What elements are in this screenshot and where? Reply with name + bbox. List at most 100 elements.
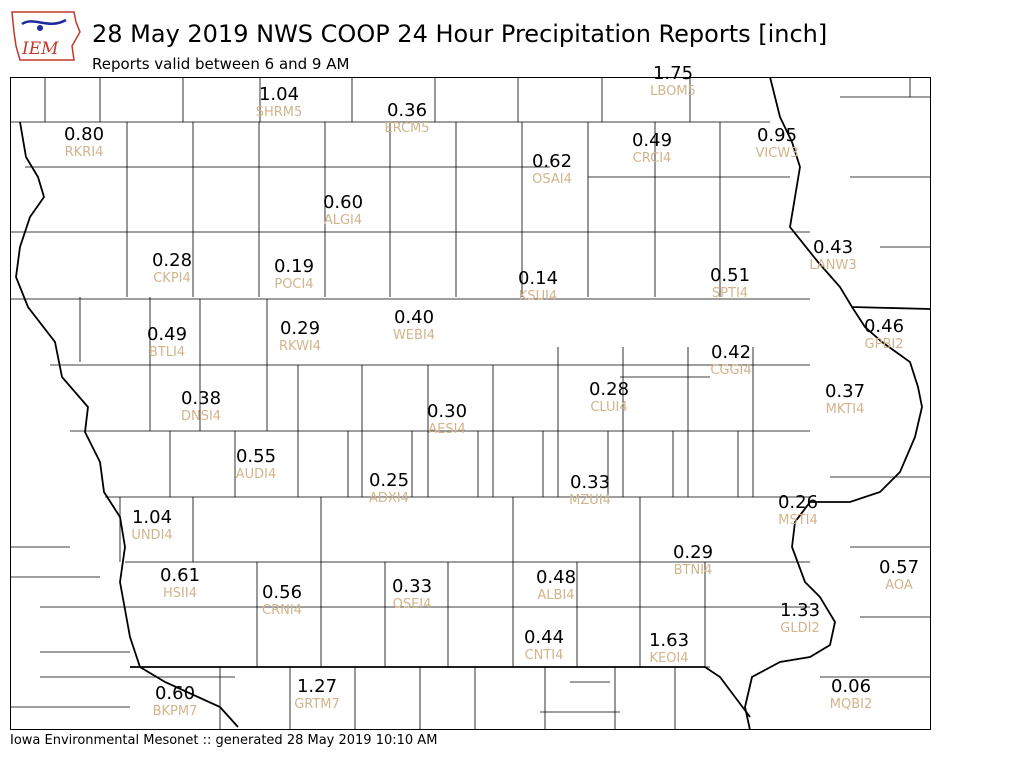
precipitation-map: 1.75 LBOM5 1.04 SHRM5 0.36 ERCM5 0.80 RKRI4 … <box>10 64 931 730</box>
station-value: 0.49 <box>631 130 673 151</box>
logo-text: IEM <box>21 39 59 59</box>
station-id: LBOM5 <box>650 84 696 99</box>
station-value: 1.63 <box>648 630 690 651</box>
station-value: 0.56 <box>261 582 303 603</box>
station-value: 0.19 <box>273 256 315 277</box>
station-id: ALGI4 <box>323 213 363 228</box>
station-label: 0.61 HSII4 <box>135 565 225 602</box>
station-label: 1.27 GRTM7 <box>272 676 362 713</box>
station-id: ERCM5 <box>384 121 430 136</box>
station-label: 0.25 ADXI4 <box>344 470 434 507</box>
station-id: OSEI4 <box>392 597 432 612</box>
station-label: 0.49 BTLI4 <box>122 324 212 361</box>
station-id: WEBI4 <box>392 328 436 343</box>
station-value: 0.30 <box>426 401 468 422</box>
station-label: 0.56 CRNI4 <box>237 582 327 619</box>
station-value: 0.33 <box>569 472 611 493</box>
station-label: 0.42 CGGI4 <box>686 342 776 379</box>
station-label: 0.62 OSAI4 <box>507 151 597 188</box>
station-label: 0.28 CKPI4 <box>127 250 217 287</box>
station-id: CGGI4 <box>710 363 752 378</box>
station-id: AESI4 <box>428 422 466 437</box>
station-label: 0.29 BTNI4 <box>648 543 738 579</box>
station-id: CLUI4 <box>590 400 628 415</box>
station-value: 0.49 <box>146 324 188 345</box>
footer-credit: Iowa Environmental Mesonet :: generated … <box>10 733 438 748</box>
station-value: 0.48 <box>535 567 577 588</box>
station-label: 0.43 LANW3 <box>788 238 878 274</box>
logo-swoosh <box>21 18 67 26</box>
station-id: SHRM5 <box>255 105 303 120</box>
station-value: 0.28 <box>151 250 193 271</box>
station-value: 0.44 <box>523 627 565 648</box>
station-id: MQBI2 <box>829 697 873 712</box>
station-label: 0.46 GPBI2 <box>839 316 929 353</box>
station-id: CRCI4 <box>632 151 672 166</box>
station-value: 0.29 <box>279 318 321 339</box>
station-id: UNDI4 <box>131 528 173 543</box>
station-label: 0.14 KSUI4 <box>493 268 583 305</box>
station-id: CKPI4 <box>153 271 191 286</box>
station-value: 0.60 <box>322 192 364 213</box>
station-value: 0.14 <box>517 268 559 289</box>
station-value: 0.25 <box>368 470 410 491</box>
station-label: 0.95 VICW3 <box>732 125 822 162</box>
map-frame <box>10 77 931 730</box>
station-id: BKPM7 <box>152 704 198 719</box>
station-id: MSTI4 <box>778 513 818 528</box>
station-id: ALBI4 <box>537 588 575 603</box>
station-label: 0.38 DNSI4 <box>156 389 246 425</box>
station-value: 1.27 <box>296 676 338 697</box>
station-label: 0.06 MQBI2 <box>806 677 896 713</box>
station-id: MKTI4 <box>825 402 865 417</box>
station-value: 1.04 <box>131 507 173 528</box>
iowa-outline-shape <box>11 11 81 61</box>
station-id: KEOI4 <box>649 651 689 666</box>
station-label: 0.40 WEBI4 <box>369 307 459 344</box>
station-value: 1.75 <box>652 63 694 84</box>
station-id: RKWI4 <box>278 339 322 354</box>
station-label: 0.55 AUDI4 <box>211 446 301 483</box>
station-id: GPBI2 <box>864 337 904 352</box>
station-label: 0.57 AOA <box>854 557 944 594</box>
station-id: SPTI4 <box>711 286 749 301</box>
station-id: RKRI4 <box>64 145 104 160</box>
station-label: 0.60 BKPM7 <box>130 683 220 720</box>
station-label: 0.51 SPTI4 <box>685 265 775 302</box>
station-value: 1.04 <box>258 84 300 105</box>
station-id: OSAI4 <box>532 172 572 187</box>
station-value: 0.33 <box>391 576 433 597</box>
station-value: 0.46 <box>863 316 905 337</box>
state-boundaries <box>15 77 931 730</box>
station-value: 0.42 <box>710 342 752 363</box>
station-value: 0.95 <box>756 125 798 146</box>
station-id: CNTI4 <box>524 648 564 663</box>
station-label: 0.19 POCI4 <box>249 256 339 293</box>
logo-dot <box>37 25 43 31</box>
county-boundaries <box>10 77 931 730</box>
station-id: HSII4 <box>163 586 197 601</box>
station-id: GLDI2 <box>780 621 820 636</box>
station-value: 0.60 <box>154 683 196 704</box>
station-id: DNSI4 <box>180 409 222 424</box>
station-value: 0.61 <box>159 565 201 586</box>
station-id: AOA <box>885 578 913 593</box>
map-title: 28 May 2019 NWS COOP 24 Hour Precipitati… <box>92 20 828 48</box>
station-value: 0.57 <box>878 557 920 578</box>
station-value: 0.62 <box>531 151 573 172</box>
station-label: 0.48 ALBI4 <box>511 567 601 604</box>
station-id: KSUI4 <box>518 289 558 304</box>
station-id: MZUI4 <box>569 493 611 508</box>
station-value: 0.55 <box>235 446 277 467</box>
station-value: 0.28 <box>588 379 630 400</box>
station-value: 0.40 <box>393 307 435 328</box>
station-value: 0.51 <box>709 265 751 286</box>
station-label: 0.49 CRCI4 <box>607 130 697 167</box>
station-id: CRNI4 <box>262 603 302 618</box>
station-label: 0.80 RKRI4 <box>39 125 129 161</box>
station-id: POCI4 <box>274 277 314 292</box>
station-label: 1.33 GLDI2 <box>755 601 845 637</box>
station-id: ADXI4 <box>369 491 409 506</box>
station-label: 0.30 AESI4 <box>402 401 492 438</box>
station-label: 0.36 ERCM5 <box>362 101 452 137</box>
